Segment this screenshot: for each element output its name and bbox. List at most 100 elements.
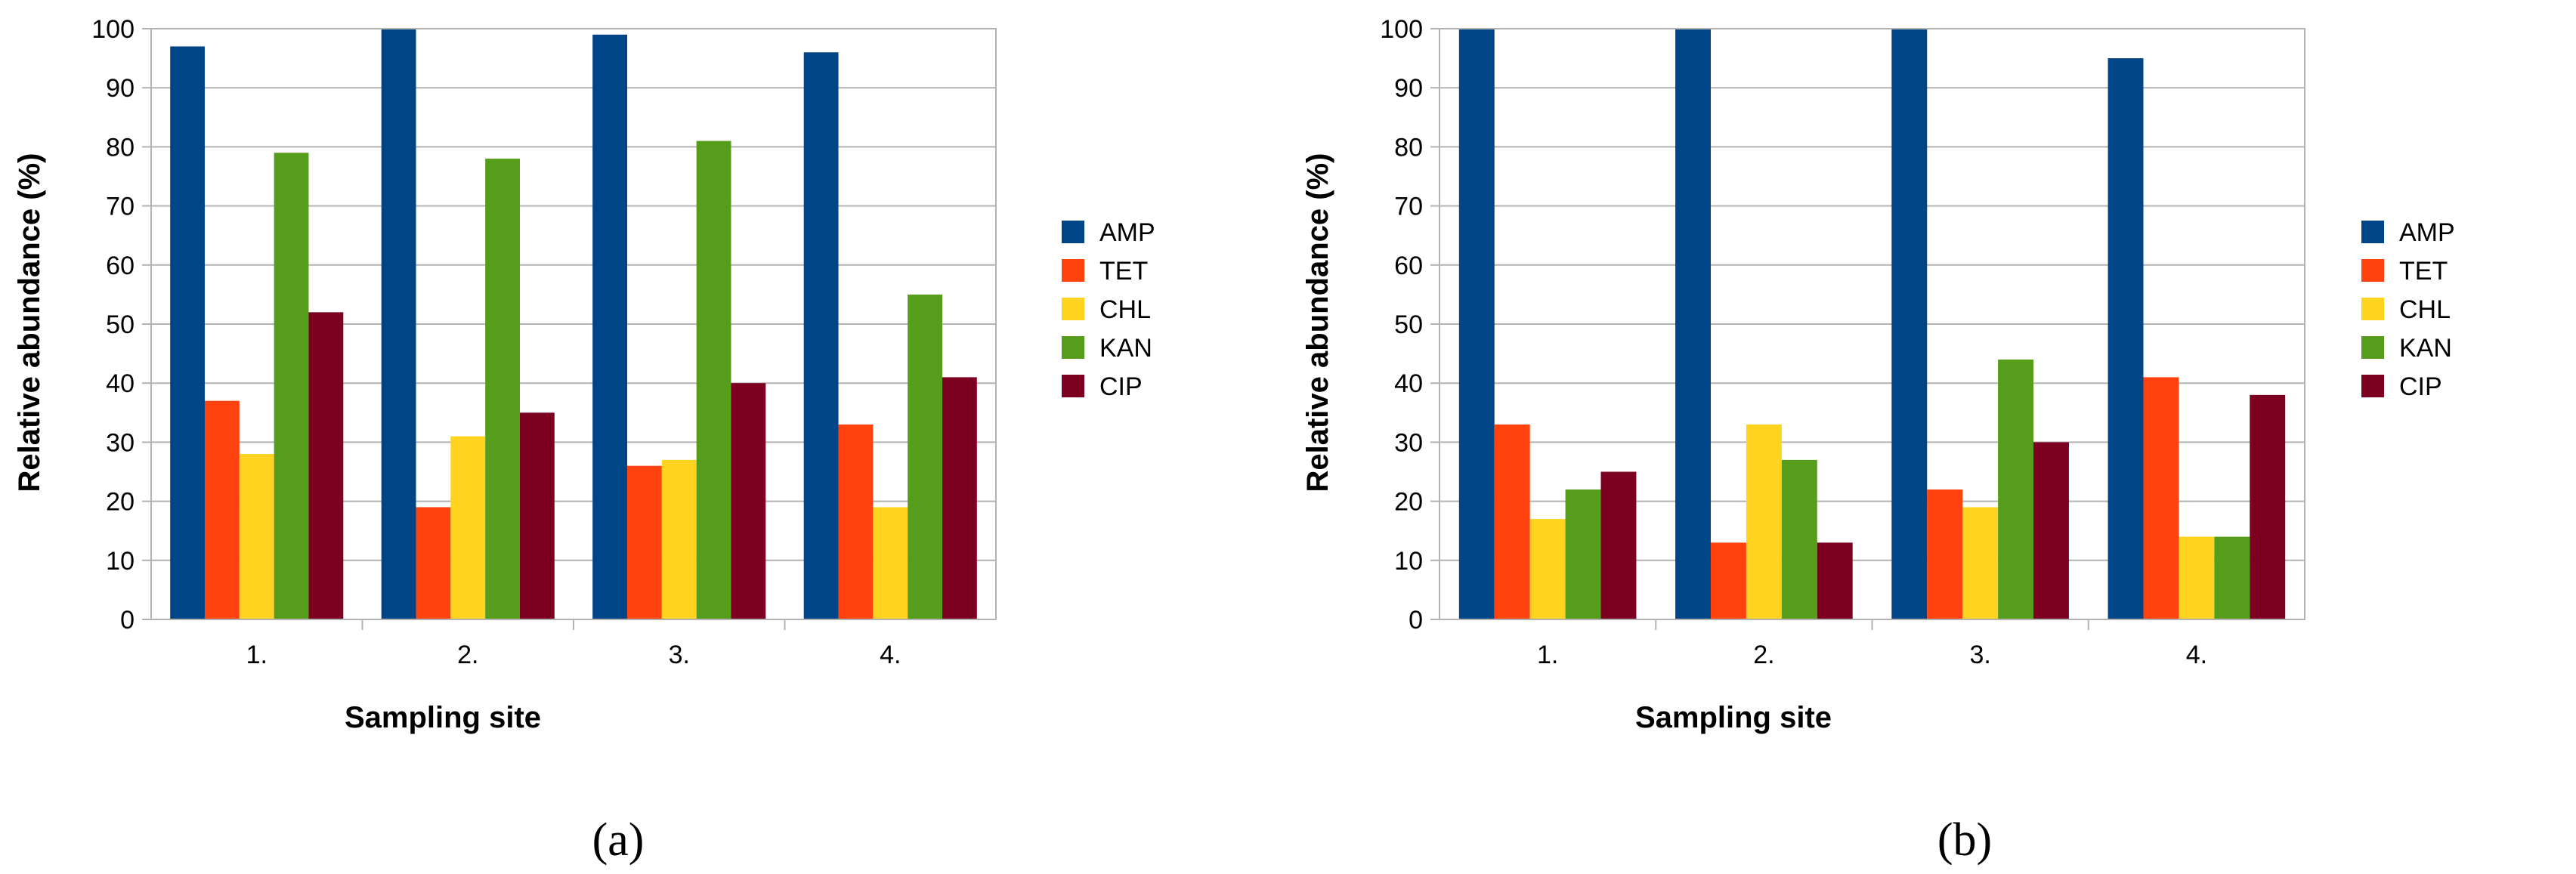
y-tick-label: 70	[1394, 193, 1423, 221]
bar-kan	[908, 294, 942, 619]
panel-label: (a)	[592, 814, 645, 866]
y-tick-label: 80	[106, 133, 135, 162]
bars	[1458, 29, 2286, 620]
bar-kan	[1565, 489, 1601, 619]
bar-tet	[1494, 424, 1530, 619]
x-tick-label: 2.	[457, 641, 478, 669]
x-tick-label: 2.	[1753, 641, 1774, 669]
y-tick-label: 10	[1394, 547, 1423, 576]
bar-tet	[627, 465, 662, 619]
bar-amp	[1675, 29, 1711, 619]
panel-label: (b)	[1937, 814, 1992, 866]
bar-tet	[838, 424, 874, 619]
y-tick-label: 100	[91, 15, 135, 44]
y-tick-label: 40	[106, 369, 135, 398]
x-tick-label: 4.	[2186, 641, 2207, 669]
bar-kan	[485, 159, 520, 620]
y-tick-label: 30	[106, 428, 135, 457]
bar-amp	[803, 52, 839, 619]
bar-cip	[308, 312, 344, 619]
bar-chl	[2179, 536, 2215, 619]
legend-label-amp: AMP	[2399, 218, 2455, 247]
bar-amp	[1891, 29, 1928, 619]
bar-tet	[2143, 377, 2179, 619]
bar-tet	[205, 400, 240, 619]
x-tick-label: 1.	[1537, 641, 1558, 669]
bar-amp	[170, 46, 206, 619]
figure-b: 0 10 20 30 40 50 60 70 80 90 100 1. 2. 3. 4. Relative …	[1288, 0, 2576, 874]
bar-chl	[1529, 519, 1566, 619]
y-tick-label: 60	[1394, 252, 1423, 280]
x-axis-title: Sampling site	[1635, 701, 1832, 734]
bar-chl	[1746, 424, 1782, 619]
y-tick-label: 0	[120, 606, 135, 635]
y-axis-title: Relative abundance (%)	[1301, 153, 1334, 492]
y-tick-label: 60	[106, 252, 135, 280]
legend-swatch-cip	[2361, 375, 2384, 397]
axes: 0 10 20 30 40 50 60 70 80 90 100 1. 2. 3. 4.	[1380, 15, 2305, 669]
y-tick-label: 30	[1394, 428, 1423, 457]
bar-kan	[1998, 359, 2034, 619]
bar-kan	[696, 141, 731, 619]
bar-amp	[381, 29, 416, 619]
bar-amp	[592, 34, 628, 619]
bar-tet	[1927, 489, 1963, 619]
axes: 0 10 20 30 40 50 60 70 80 90 100 1. 2. 3. 4.	[91, 15, 997, 669]
y-tick-label: 100	[1380, 15, 1423, 44]
legend-swatch-kan	[2361, 336, 2384, 359]
x-tick-label: 4.	[880, 641, 901, 669]
legend-label-chl: CHL	[1099, 295, 1151, 324]
legend-swatch-amp	[2361, 221, 2384, 243]
bar-chart-b: 0 10 20 30 40 50 60 70 80 90 100 1. 2. 3. 4. Relative …	[1301, 15, 2455, 866]
bar-cip	[1600, 471, 1637, 619]
bar-amp	[1458, 29, 1495, 619]
bar-amp	[2107, 58, 2144, 620]
y-tick-label: 90	[106, 74, 135, 103]
legend: AMP TET CHL KAN CIP	[1062, 218, 1155, 401]
bar-chl	[661, 459, 697, 619]
bar-chl	[450, 436, 486, 619]
legend-label-tet: TET	[2399, 257, 2448, 286]
y-axis-title: Relative abundance (%)	[13, 153, 46, 492]
bar-tet	[1710, 542, 1746, 619]
y-tick-label: 10	[106, 547, 135, 576]
legend-swatch-cip	[1062, 375, 1084, 397]
legend-swatch-tet	[1062, 259, 1084, 282]
legend-swatch-kan	[1062, 336, 1084, 359]
legend-swatch-amp	[1062, 221, 1084, 243]
legend-label-amp: AMP	[1099, 218, 1155, 247]
bars	[170, 29, 977, 620]
bar-kan	[1781, 459, 1817, 619]
legend-label-cip: CIP	[2399, 372, 2442, 401]
legend-label-kan: KAN	[2399, 334, 2452, 363]
bar-cip	[2250, 394, 2286, 619]
bar-chart-a: 0 10 20 30 40 50 60 70 80 90 100 1. 2. 3. 4. Relative …	[13, 15, 1155, 866]
y-tick-label: 90	[1394, 74, 1423, 103]
y-tick-label: 50	[106, 310, 135, 339]
y-tick-label: 40	[1394, 369, 1423, 398]
y-tick-label: 20	[1394, 488, 1423, 517]
bar-kan	[274, 153, 309, 620]
x-tick-label: 3.	[669, 641, 690, 669]
x-axis-title: Sampling site	[345, 701, 541, 734]
legend-label-cip: CIP	[1099, 372, 1143, 401]
bar-chl	[873, 507, 908, 619]
y-tick-label: 20	[106, 488, 135, 517]
legend-label-kan: KAN	[1099, 334, 1152, 363]
bar-cip	[519, 412, 555, 619]
y-tick-label: 70	[106, 193, 135, 221]
bar-cip	[2033, 442, 2069, 619]
bar-kan	[2214, 536, 2250, 619]
y-tick-label: 0	[1409, 606, 1423, 635]
legend-swatch-chl	[2361, 298, 2384, 320]
x-tick-label: 3.	[1969, 641, 1990, 669]
bar-cip	[942, 377, 977, 619]
bar-cip	[731, 383, 766, 619]
y-tick-label: 50	[1394, 310, 1423, 339]
legend-swatch-chl	[1062, 298, 1084, 320]
legend-label-chl: CHL	[2399, 295, 2451, 324]
legend: AMP TET CHL KAN CIP	[2361, 218, 2455, 401]
bar-tet	[416, 507, 451, 619]
legend-label-tet: TET	[1099, 257, 1148, 286]
bar-chl	[1962, 507, 1999, 619]
